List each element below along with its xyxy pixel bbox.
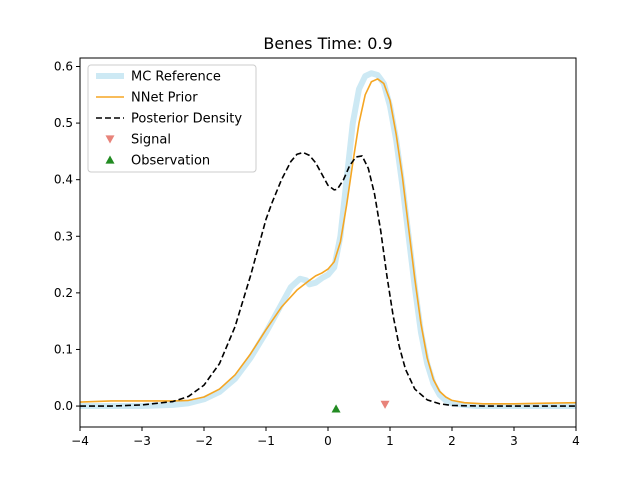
- plot-area: [80, 70, 576, 413]
- series-4-point-0: [331, 404, 341, 413]
- y-tick-label-0: 0.0: [54, 399, 73, 413]
- x-tick-label-3: −1: [257, 434, 275, 448]
- legend-marker-3: [105, 135, 115, 144]
- x-tick-label-4: 0: [324, 434, 332, 448]
- legend-label-0: MC Reference: [131, 70, 221, 85]
- series-2-line: [80, 151, 576, 407]
- y-tick-label-2: 0.2: [54, 286, 73, 300]
- y-tick-label-1: 0.1: [54, 342, 73, 356]
- x-tick-label-8: 4: [572, 434, 580, 448]
- y-tick-label-3: 0.3: [54, 229, 73, 243]
- legend-label-4: Observation: [131, 154, 210, 169]
- chart-title: Benes Time: 0.9: [263, 34, 392, 53]
- y-tick-label-4: 0.4: [54, 173, 73, 187]
- axes-layer: −4 −3 −2 −1 0 1 2 3 4 0.0 0.1 0.2 0.3 0.4 0.5 0.6: [54, 57, 580, 448]
- series-0-line: [80, 70, 576, 410]
- legend: MC Reference NNet Prior Posterior Density S…: [87, 64, 257, 173]
- legend-label-3: Signal: [131, 133, 171, 148]
- legend-label-1: NNet Prior: [131, 91, 198, 106]
- x-tick-label-2: −2: [195, 434, 213, 448]
- legend-box: [87, 64, 257, 173]
- series-1-line: [80, 78, 576, 405]
- series-group: [80, 70, 576, 413]
- x-tick-label-5: 1: [386, 434, 394, 448]
- x-tick-label-1: −3: [133, 434, 151, 448]
- x-tick-label-6: 2: [448, 434, 456, 448]
- y-tick-label-5: 0.5: [54, 116, 73, 130]
- x-tick-label-0: −4: [71, 434, 89, 448]
- x-tick-label-7: 3: [510, 434, 518, 448]
- legend-label-2: Posterior Density: [131, 112, 242, 127]
- legend-marker-4: [105, 155, 115, 164]
- series-3-point-0: [380, 400, 390, 409]
- y-tick-label-6: 0.6: [54, 59, 73, 73]
